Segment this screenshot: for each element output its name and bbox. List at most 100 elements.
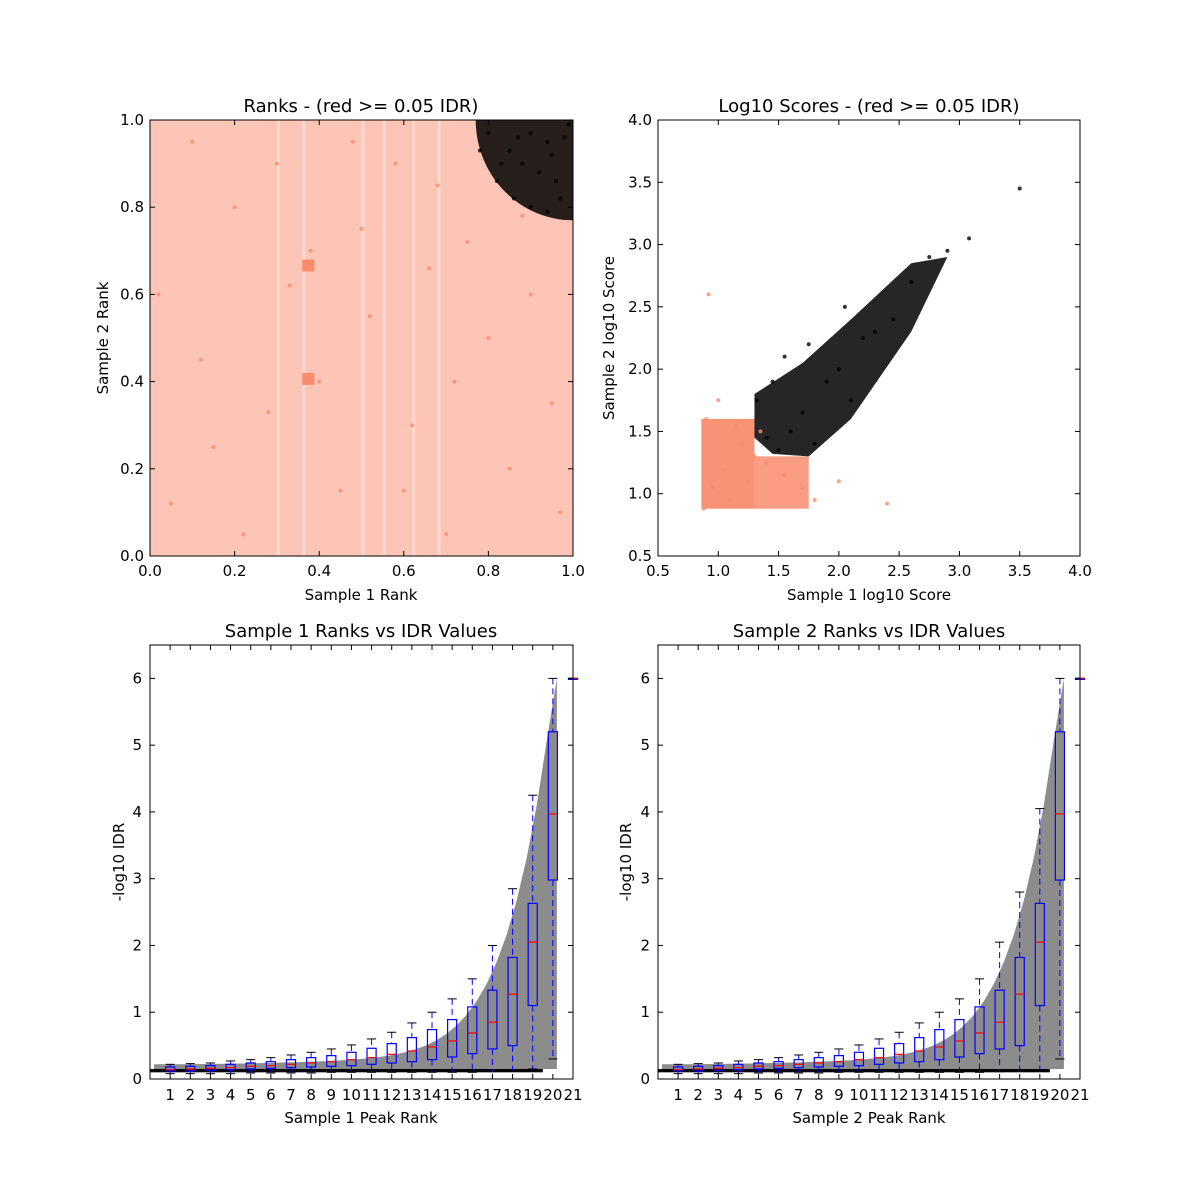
idr-floor-band [150, 1068, 543, 1073]
x-tick-label: 2 [693, 1086, 703, 1104]
box-5 [245, 1059, 256, 1074]
x-tick-label: 2.5 [887, 562, 911, 580]
axis-ticks: 0.5 1.0 1.5 2.0 2.5 3.0 3.5 4.0 0.5 1.0 1.5 2.0 2.5 3… [628, 111, 1092, 580]
box [672, 1066, 684, 1072]
box-13 [406, 1022, 417, 1073]
y-tick-label: 2.5 [628, 298, 652, 316]
x-tick-label: 1.0 [561, 562, 585, 580]
y-tick-label: 1.0 [628, 485, 652, 503]
x-tick-label: 0.0 [138, 562, 162, 580]
pass-point [528, 205, 533, 210]
x-tick-label: 10 [342, 1086, 361, 1104]
x-tick-label: 11 [362, 1086, 381, 1104]
x-tick-label: 19 [1030, 1086, 1049, 1104]
box [733, 1063, 744, 1071]
box-15 [954, 998, 965, 1073]
fail-point [410, 423, 415, 428]
fail-point [528, 292, 533, 297]
x-tick-label: 12 [382, 1086, 401, 1104]
dense-block [302, 259, 315, 272]
fail-point [317, 379, 322, 384]
box-14 [934, 1011, 945, 1073]
pass-point [776, 448, 781, 453]
y-tick-label: 3.5 [628, 173, 652, 191]
box [406, 1037, 417, 1063]
box-2 [185, 1063, 196, 1075]
fail-region [701, 418, 755, 509]
y-tick-label: 0 [132, 1070, 142, 1088]
pass-point [528, 131, 533, 136]
box-17 [487, 944, 498, 1073]
box-8 [813, 1051, 824, 1074]
plot-frame [657, 644, 1081, 1080]
x-tick-label: 8 [306, 1086, 316, 1104]
plot-frame [149, 644, 574, 1080]
box [225, 1063, 236, 1071]
box-11 [873, 1038, 885, 1073]
y-tick-label: 1 [640, 1003, 650, 1021]
x-tick-label: 3 [206, 1086, 216, 1104]
pass-point [848, 398, 853, 403]
box [914, 1037, 925, 1063]
box [894, 1043, 905, 1064]
fail-point [701, 506, 706, 511]
x-tick-label: 6 [774, 1086, 784, 1104]
fail-point [706, 292, 711, 297]
box [1054, 731, 1066, 881]
x-axis-label: Sample 1 Rank [305, 586, 418, 604]
x-tick-label: 14 [422, 1086, 441, 1104]
box [974, 1006, 985, 1055]
box [873, 1047, 885, 1065]
fail-point [393, 161, 398, 166]
box-series [150, 677, 579, 1075]
fail-point [351, 139, 356, 144]
fail-region [150, 120, 573, 556]
box-11 [366, 1038, 377, 1073]
pass-region [475, 120, 573, 221]
x-axis-label: Sample 1 log10 Score [787, 586, 951, 604]
box-16 [974, 978, 985, 1073]
streak [276, 120, 280, 556]
box [265, 1061, 276, 1069]
x-tick-label: 7 [794, 1086, 804, 1104]
fail-point [558, 510, 563, 515]
fail-point [444, 532, 449, 537]
fail-point [266, 410, 271, 415]
scatter-points [150, 120, 573, 556]
x-tick-label: 4 [734, 1086, 744, 1104]
x-tick-label: 3 [714, 1086, 724, 1104]
plot-frame [149, 119, 574, 557]
box [813, 1057, 824, 1068]
pass-point [562, 135, 567, 140]
box [547, 731, 558, 881]
y-tick-label: 0.6 [120, 285, 144, 303]
fail-point [486, 336, 491, 340]
fail-point [734, 423, 739, 428]
x-tick-label: 4.0 [1068, 562, 1092, 580]
pass-point [494, 179, 499, 184]
fail-point [800, 485, 805, 490]
box [954, 1018, 965, 1058]
y-tick-label: 3 [640, 870, 650, 888]
fail-point [520, 213, 525, 218]
fail-point [764, 460, 769, 465]
y-tick-label: 4 [640, 803, 650, 821]
pass-point [507, 148, 512, 153]
pass-point [873, 329, 878, 334]
x-tick-label: 15 [950, 1086, 969, 1104]
chart-title: Log10 Scores - (red >= 0.05 IDR) [718, 96, 1019, 117]
box-9 [326, 1048, 337, 1073]
pass-point [545, 209, 550, 214]
y-tick-label: 2.0 [628, 360, 652, 378]
box-2 [693, 1063, 704, 1075]
y-tick-label: 2 [640, 936, 650, 954]
box [165, 1066, 176, 1072]
box-9 [833, 1048, 844, 1073]
box-20 [1054, 677, 1066, 1060]
box-8 [306, 1051, 317, 1074]
chart-title: Sample 1 Ranks vs IDR Values [225, 621, 497, 642]
pass-point [1017, 186, 1022, 191]
x-tick-label: 18 [1010, 1086, 1029, 1104]
